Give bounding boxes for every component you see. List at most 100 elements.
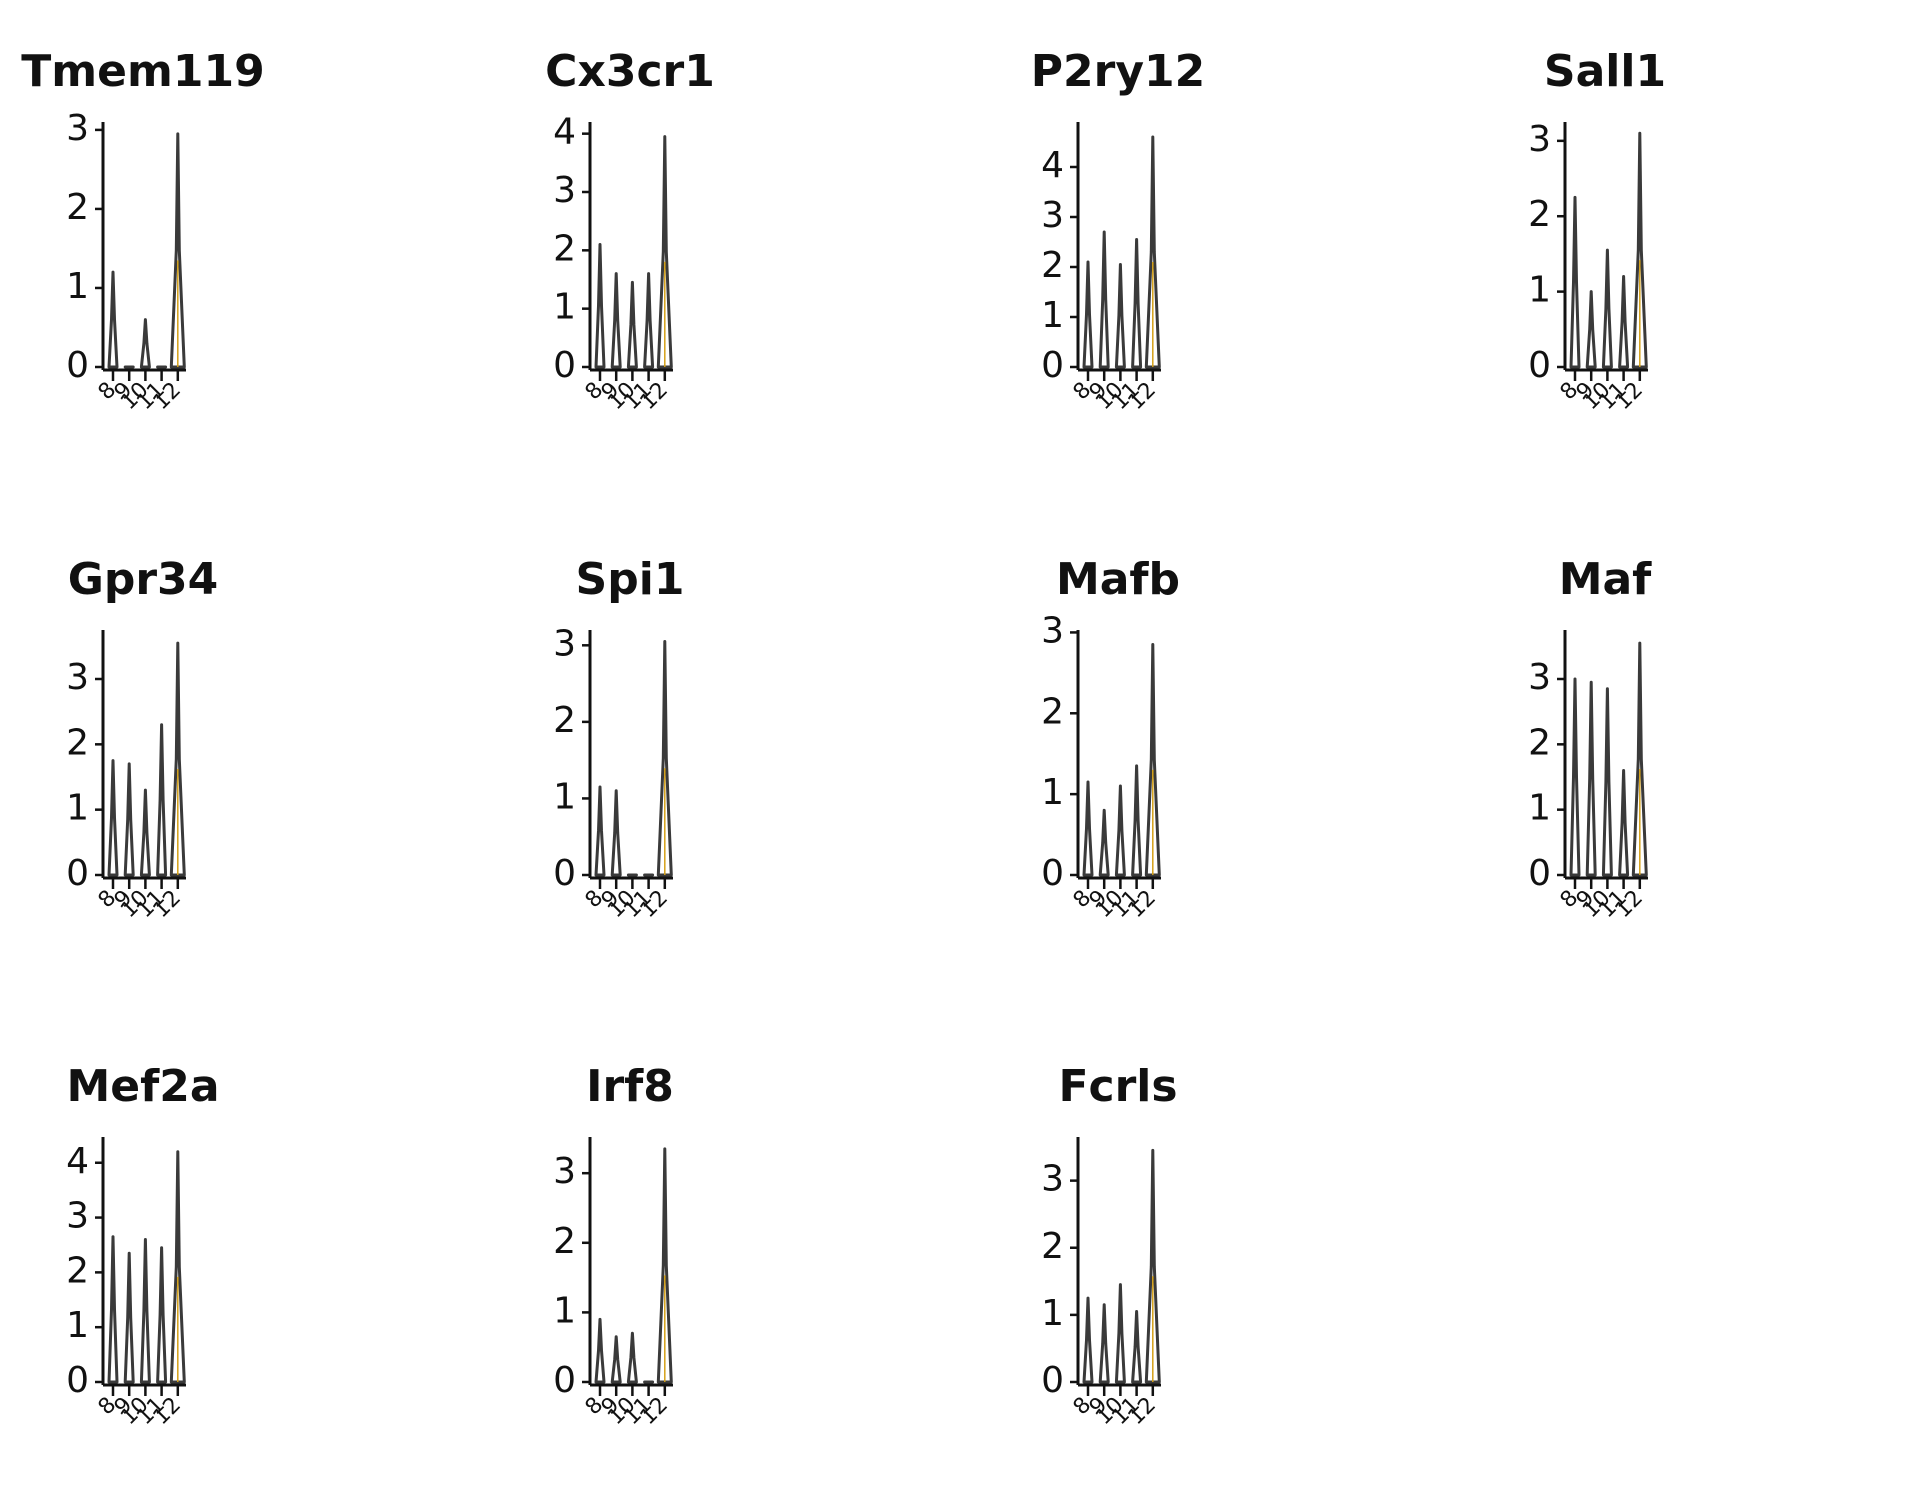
violin [656, 1147, 673, 1384]
violin [107, 1235, 119, 1384]
violin [610, 789, 622, 877]
panel-title: Mafb [1056, 554, 1180, 605]
y-tick-label: 0 [553, 853, 576, 894]
violin [626, 1331, 638, 1384]
y-tick-label: 1 [553, 1290, 576, 1331]
y-tick-label: 2 [1528, 194, 1551, 235]
y-tick-label: 1 [1041, 772, 1064, 813]
panel-title: Cx3cr1 [545, 46, 715, 97]
y-tick-label: 1 [66, 1305, 89, 1346]
y-tick-label: 0 [1041, 1360, 1064, 1401]
violin [1618, 768, 1630, 877]
panel-title: Spi1 [576, 554, 685, 605]
violin [1144, 135, 1161, 369]
violin [139, 1237, 151, 1384]
violin [156, 723, 168, 877]
violin [1585, 290, 1597, 369]
violin [1098, 1303, 1110, 1384]
violin [1144, 1148, 1161, 1384]
violin [1131, 764, 1143, 877]
y-tick-label: 0 [1041, 345, 1064, 386]
y-tick-label: 4 [66, 1141, 89, 1182]
violin [656, 639, 673, 877]
y-tick-label: 3 [1528, 119, 1551, 160]
violin [139, 318, 151, 369]
panel-title: Sall1 [1544, 46, 1666, 97]
violin [610, 272, 622, 369]
y-tick-label: 1 [553, 776, 576, 817]
y-tick-label: 2 [553, 1221, 576, 1262]
violin [1631, 641, 1648, 877]
y-tick-label: 3 [553, 1151, 576, 1192]
y-tick-label: 3 [1041, 1159, 1064, 1200]
violin [594, 1317, 606, 1384]
y-tick-label: 2 [1041, 691, 1064, 732]
y-tick-label: 3 [1041, 195, 1064, 236]
violin [1601, 248, 1613, 369]
violin [1082, 1296, 1094, 1384]
y-tick-label: 2 [553, 228, 576, 269]
y-tick-label: 0 [66, 345, 89, 386]
violin [1082, 260, 1094, 369]
y-tick-label: 1 [1528, 788, 1551, 829]
violin [139, 788, 151, 877]
violin [107, 270, 119, 369]
violin [1131, 238, 1143, 369]
violin [1082, 780, 1094, 877]
violin [1569, 195, 1581, 369]
violin [594, 243, 606, 369]
y-tick-label: 3 [66, 1196, 89, 1237]
panel-title: Gpr34 [68, 554, 219, 605]
panel-title: P2ry12 [1031, 46, 1205, 97]
y-tick-label: 2 [553, 700, 576, 741]
violin [1114, 263, 1126, 369]
y-tick-label: 1 [1528, 270, 1551, 311]
violin [1631, 131, 1648, 369]
y-tick-label: 1 [66, 788, 89, 829]
violin [656, 135, 673, 369]
y-tick-label: 0 [553, 1360, 576, 1401]
violin [1569, 677, 1581, 877]
y-tick-label: 3 [1528, 657, 1551, 698]
y-tick-label: 4 [1041, 145, 1064, 186]
y-tick-label: 2 [1041, 245, 1064, 286]
violin [169, 641, 186, 877]
y-tick-label: 3 [553, 170, 576, 211]
panel-title: Irf8 [586, 1061, 674, 1112]
violin [1131, 1310, 1143, 1384]
y-tick-label: 1 [1041, 295, 1064, 336]
violin [1098, 808, 1110, 877]
violin [169, 1150, 186, 1384]
violin [1114, 784, 1126, 877]
violin [594, 785, 606, 877]
y-tick-label: 1 [553, 287, 576, 328]
violin [1114, 1283, 1126, 1384]
y-tick-label: 1 [66, 266, 89, 307]
panel-title: Fcrls [1058, 1061, 1177, 1112]
y-tick-label: 3 [66, 108, 89, 149]
y-tick-label: 2 [1528, 722, 1551, 763]
violin [107, 759, 119, 877]
y-tick-label: 3 [66, 657, 89, 698]
violin [610, 1335, 622, 1384]
y-tick-label: 0 [66, 853, 89, 894]
violin [169, 132, 186, 369]
violin [626, 280, 638, 369]
y-tick-label: 0 [1528, 853, 1551, 894]
y-tick-label: 2 [66, 187, 89, 228]
violin [643, 272, 655, 369]
y-tick-label: 1 [1041, 1293, 1064, 1334]
y-tick-label: 3 [553, 623, 576, 664]
panel-title: Mef2a [66, 1061, 219, 1112]
violin [1098, 230, 1110, 369]
violin [1618, 275, 1630, 369]
